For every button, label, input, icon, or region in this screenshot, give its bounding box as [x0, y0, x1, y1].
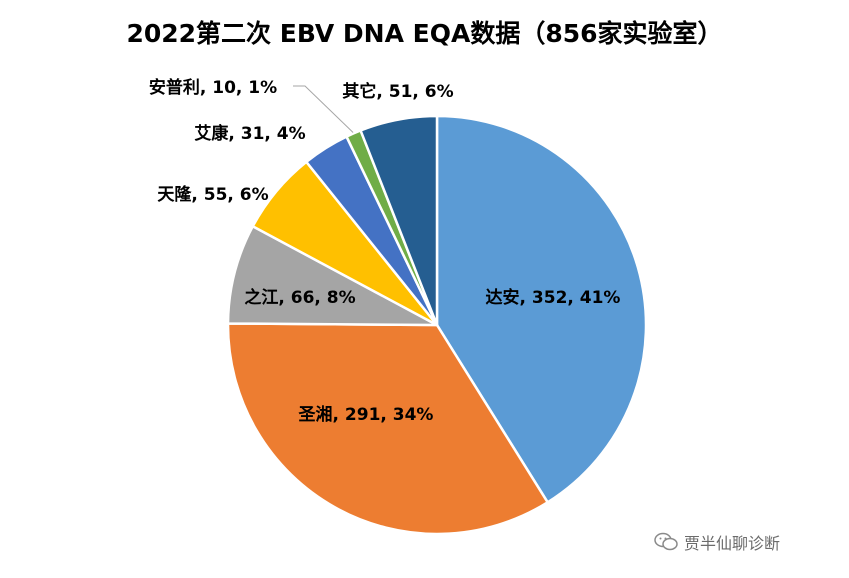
watermark-text: 贾半仙聊诊断 — [684, 534, 781, 553]
chart-title: 2022第二次 EBV DNA EQA数据（856家实验室） — [126, 19, 723, 48]
data-label-4: 天隆, 55, 6% — [157, 184, 268, 205]
leader-line — [293, 85, 354, 133]
wechat-icon — [654, 532, 678, 551]
data-label-3: 之江, 66, 8% — [244, 287, 355, 308]
data-labels: 达安, 352, 41% 圣湘, 291, 34% 之江, 66, 8% 天隆, 55… — [149, 77, 621, 425]
data-label-7: 其它, 51, 6% — [342, 81, 453, 102]
data-label-1: 达安, 352, 41% — [486, 287, 621, 308]
data-label-6: 安普利, 10, 1% — [149, 77, 277, 98]
pie-slice-2 — [226, 322, 549, 536]
watermark: 贾半仙聊诊断 — [654, 530, 780, 554]
pie-slice-7 — [359, 114, 439, 327]
leader-lines — [293, 85, 354, 133]
pie-slice-1 — [435, 114, 648, 504]
pie-slices — [226, 114, 648, 536]
data-label-5: 艾康, 31, 4% — [194, 123, 305, 144]
pie-slice-3 — [226, 225, 439, 327]
data-label-2: 圣湘, 291, 34% — [299, 404, 434, 425]
